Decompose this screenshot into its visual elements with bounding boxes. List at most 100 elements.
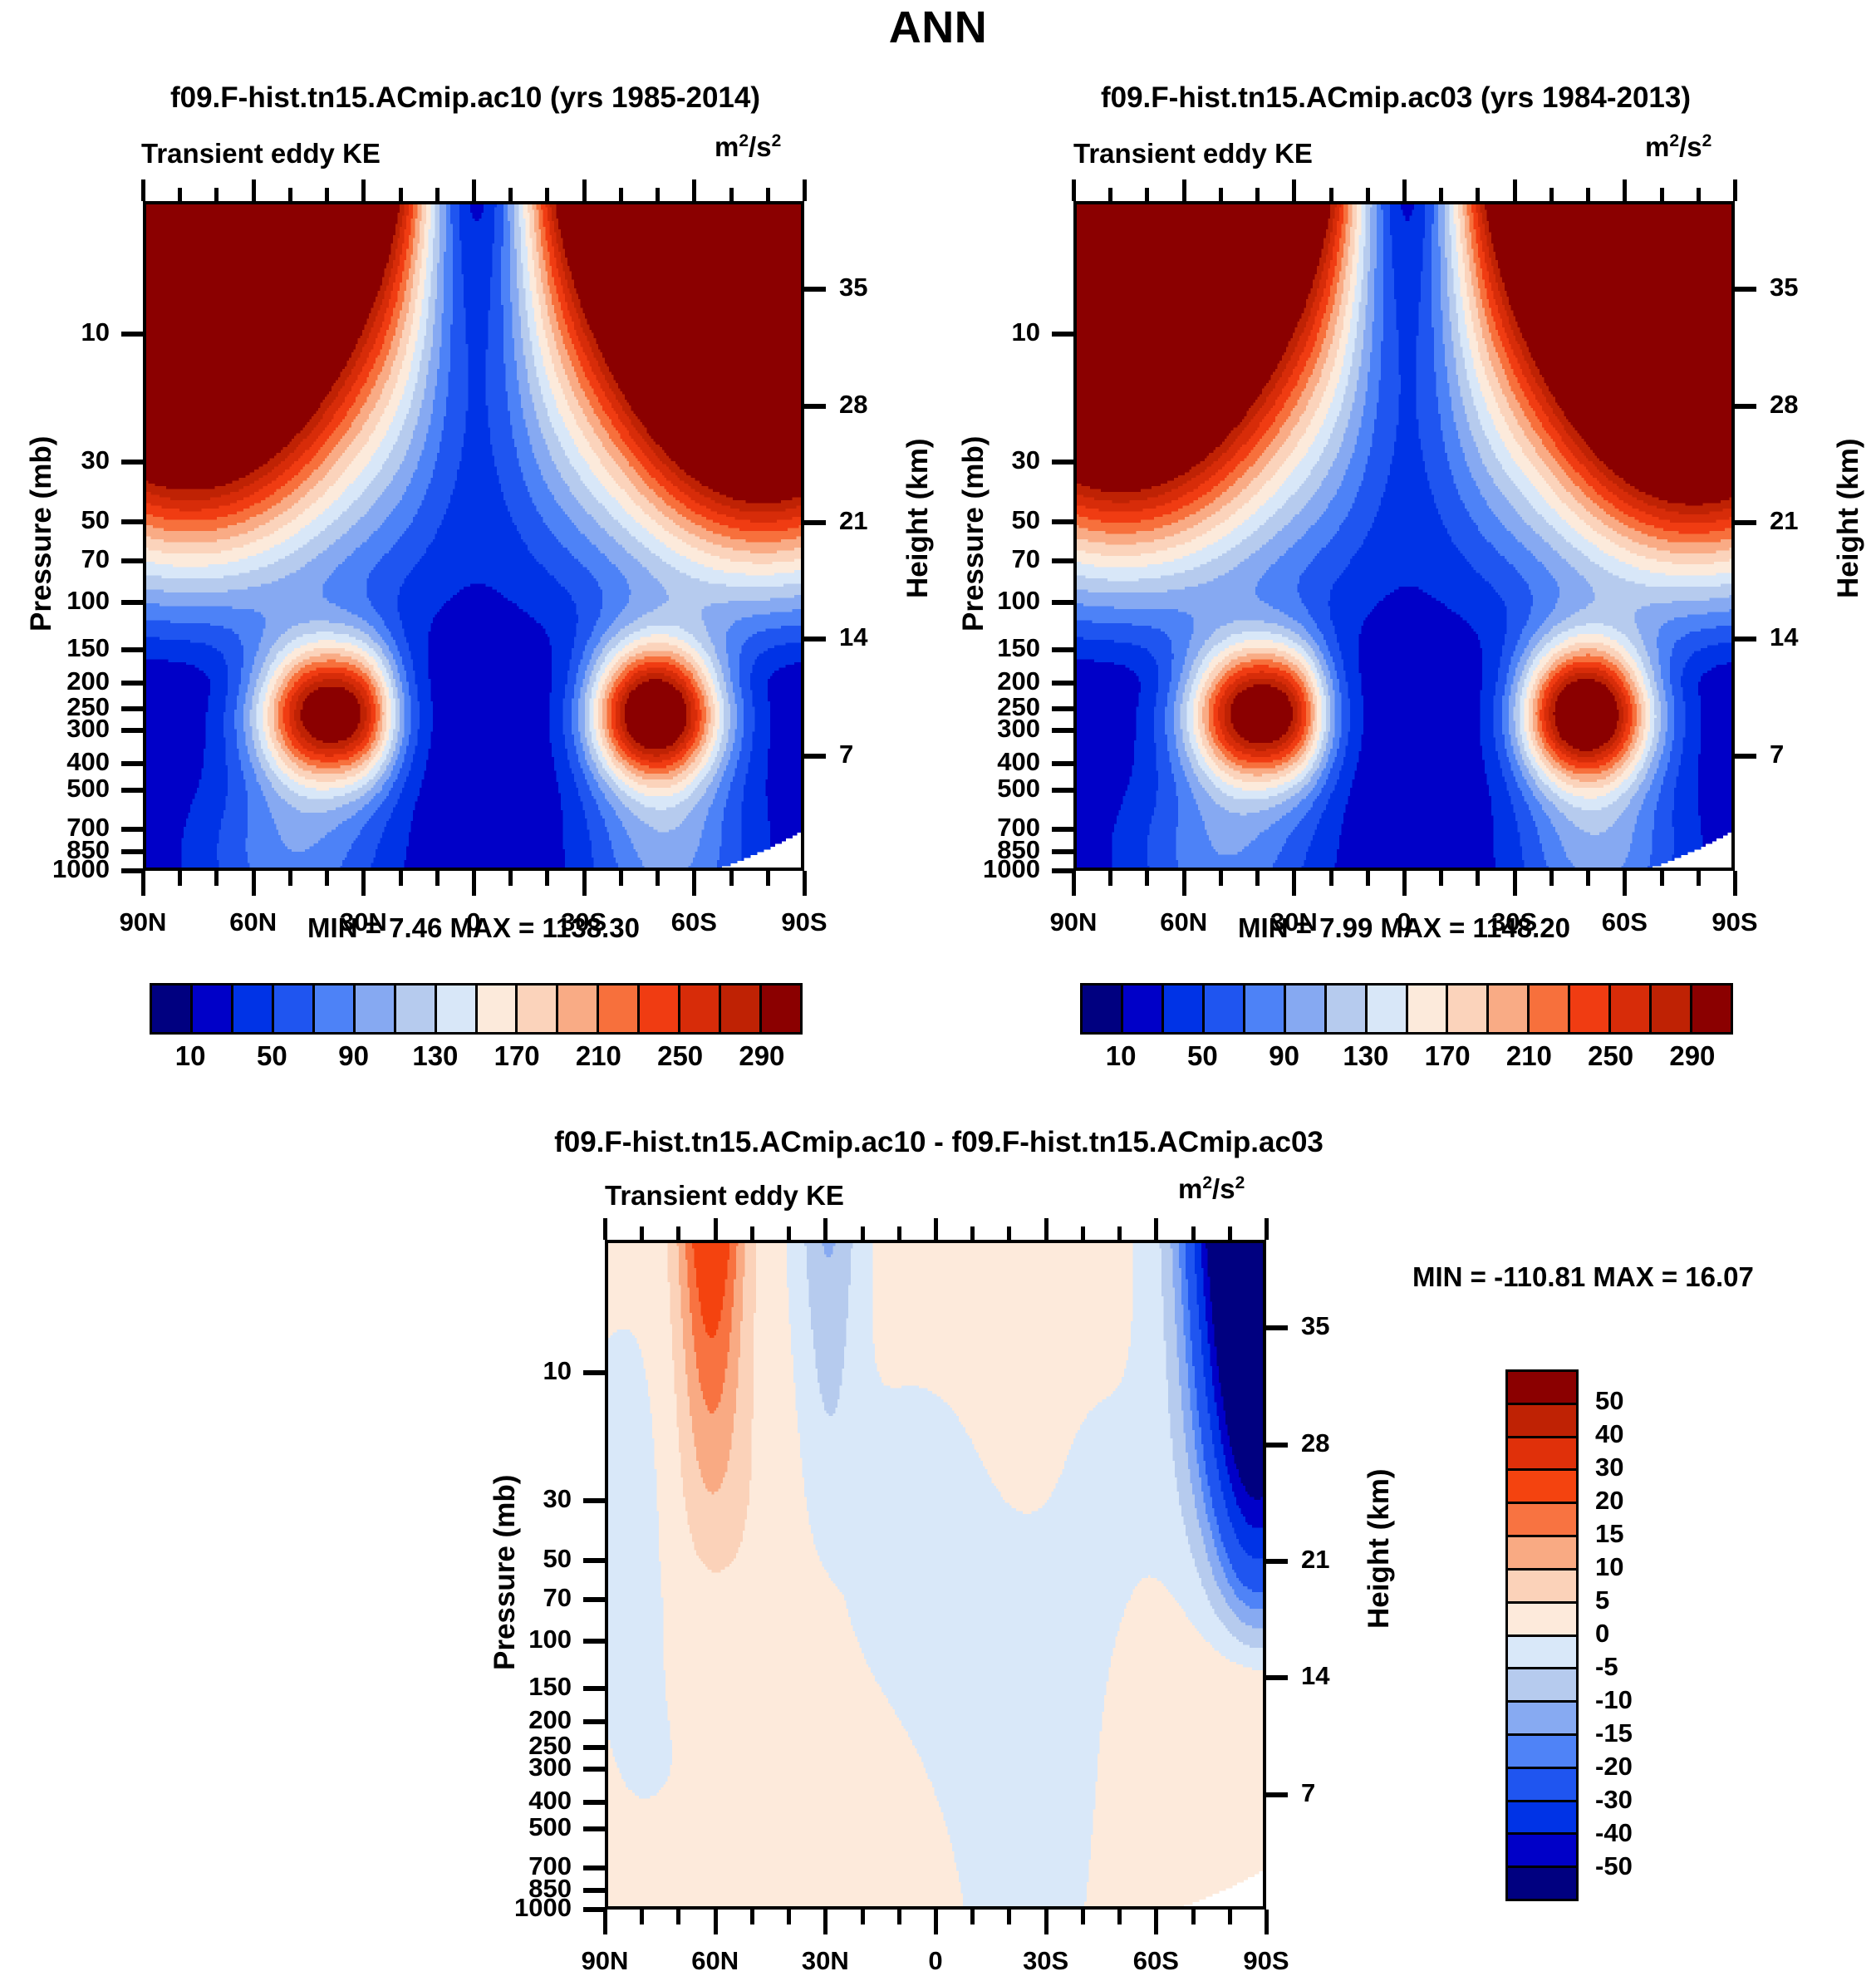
x-tick-label-latitude: 30S [1491, 907, 1538, 936]
x-tick-top [603, 1218, 607, 1240]
colorbar-diff [1505, 1369, 1579, 1901]
y-tick-left [121, 787, 143, 793]
y-tick-left [583, 1719, 605, 1725]
colorbar-swatch [1163, 986, 1205, 1032]
colorbar-swatch [1448, 986, 1490, 1032]
colorbar-tick-label: -15 [1595, 1718, 1633, 1748]
colorbar-tick-label: 170 [1424, 1040, 1471, 1071]
colorbar-swatch [1407, 986, 1449, 1032]
x-tick-bottom [325, 871, 330, 886]
y-tick-left [583, 1498, 605, 1503]
x-tick-top [1108, 188, 1113, 201]
x-tick-bottom [1181, 871, 1186, 896]
colorbar-tick-label: 170 [494, 1040, 540, 1071]
panel-units-diff: m2/s2 [1178, 1173, 1245, 1204]
y-tick-right [1735, 287, 1756, 292]
x-tick-top [860, 1226, 865, 1240]
y-tick-left [1052, 868, 1073, 873]
x-tick-top [1265, 1218, 1269, 1240]
x-tick-bottom [1145, 871, 1150, 886]
contour-field [146, 204, 801, 868]
x-tick-label-latitude: 60N [691, 1946, 739, 1975]
y-tick-label-pressure: 10 [81, 317, 110, 347]
y-tick-left [1052, 558, 1073, 563]
colorbar-swatch [1508, 1768, 1576, 1802]
x-tick-bottom [860, 1910, 865, 1924]
contour-plot-left [143, 201, 804, 871]
y-tick-label-height: 28 [839, 389, 868, 419]
colorbar-left-labels: 10 50 90 130 170 210 250 290 [150, 1040, 803, 1077]
colorbar-tick-label: -40 [1595, 1818, 1633, 1847]
x-tick-top [934, 1218, 938, 1240]
y-tick-right [804, 403, 826, 409]
colorbar-tick-label: -50 [1595, 1851, 1633, 1880]
y-tick-left [583, 1596, 605, 1602]
x-tick-top [640, 1226, 645, 1240]
colorbar-tick-label: 15 [1595, 1519, 1624, 1548]
colorbar-tick-label: 250 [1588, 1040, 1634, 1071]
colorbar-tick-label: -30 [1595, 1785, 1633, 1814]
x-tick-label-latitude: 60S [1601, 907, 1648, 936]
colorbar-tick-label: 10 [174, 1040, 206, 1071]
y-tick-left [121, 826, 143, 832]
colorbar-swatch [1508, 1735, 1576, 1769]
x-tick-top [1328, 188, 1333, 201]
x-tick-top [1439, 188, 1444, 201]
y-tick-left [121, 519, 143, 524]
colorbar-swatch [1508, 1636, 1576, 1670]
y-tick-left [583, 1800, 605, 1806]
x-tick-top [1227, 1226, 1232, 1240]
x-tick-bottom [1328, 871, 1333, 886]
panel-variable-right: Transient eddy KE [1073, 138, 1313, 169]
y-tick-label-pressure: 400 [528, 1786, 572, 1816]
y-tick-right [1735, 519, 1756, 525]
x-tick-label-latitude: 30S [1023, 1946, 1069, 1975]
colorbar-tick-label: 290 [739, 1040, 785, 1071]
y-tick-label-height: 14 [839, 622, 868, 652]
colorbar-swatch [1489, 986, 1530, 1032]
colorbar-swatch [1367, 986, 1408, 1032]
y-tick-left [121, 646, 143, 652]
y-tick-left [1052, 519, 1073, 524]
x-tick-bottom [435, 871, 440, 886]
colorbar-swatch [1245, 986, 1286, 1032]
x-tick-bottom [713, 1910, 718, 1934]
colorbar-swatch [558, 986, 600, 1032]
x-tick-label-latitude: 60N [229, 907, 277, 936]
x-tick-bottom [1080, 1910, 1085, 1924]
colorbar-tick-label: 90 [338, 1040, 369, 1071]
x-tick-bottom [1439, 871, 1444, 886]
y-tick-label-pressure: 70 [1011, 543, 1040, 573]
y-tick-label-pressure: 100 [66, 585, 110, 615]
x-tick-bottom [603, 1910, 607, 1934]
x-tick-top [398, 188, 403, 201]
colorbar-swatch [1508, 1703, 1576, 1736]
colorbar-diff-labels: 50 40 30 20 15 10 5 0 -5 -10 -15 -20 -30 -40 -50 [1589, 1369, 1705, 1901]
x-tick-bottom [1227, 1910, 1232, 1924]
x-tick-top [361, 179, 366, 201]
colorbar-swatch [1508, 1570, 1576, 1604]
y-tick-left [1052, 728, 1073, 734]
x-tick-top [1549, 188, 1554, 201]
y-tick-left [1052, 599, 1073, 605]
colorbar-swatch [762, 986, 800, 1032]
contour-plot-right [1073, 201, 1735, 871]
y-tick-left [121, 849, 143, 855]
x-tick-bottom [896, 1910, 901, 1924]
x-tick-top [1218, 188, 1223, 201]
x-tick-bottom [823, 1910, 828, 1934]
x-tick-bottom [1218, 871, 1223, 886]
y-tick-label-pressure: 30 [1011, 445, 1040, 474]
colorbar-swatch [1285, 986, 1327, 1032]
y-tick-left [583, 1767, 605, 1772]
x-tick-top [803, 179, 807, 201]
y-tick-label-pressure: 30 [81, 445, 110, 474]
y-tick-label-pressure: 150 [997, 632, 1040, 662]
x-tick-bottom [1586, 871, 1591, 886]
panel-units-left: m2/s2 [715, 131, 782, 162]
colorbar-tick-label: 130 [1343, 1040, 1389, 1071]
colorbar-tick-label: 90 [1269, 1040, 1299, 1071]
y-tick-label-pressure: 300 [997, 714, 1040, 744]
y-tick-label-height: 21 [1770, 505, 1799, 535]
y-tick-label-height: 7 [1301, 1777, 1316, 1807]
